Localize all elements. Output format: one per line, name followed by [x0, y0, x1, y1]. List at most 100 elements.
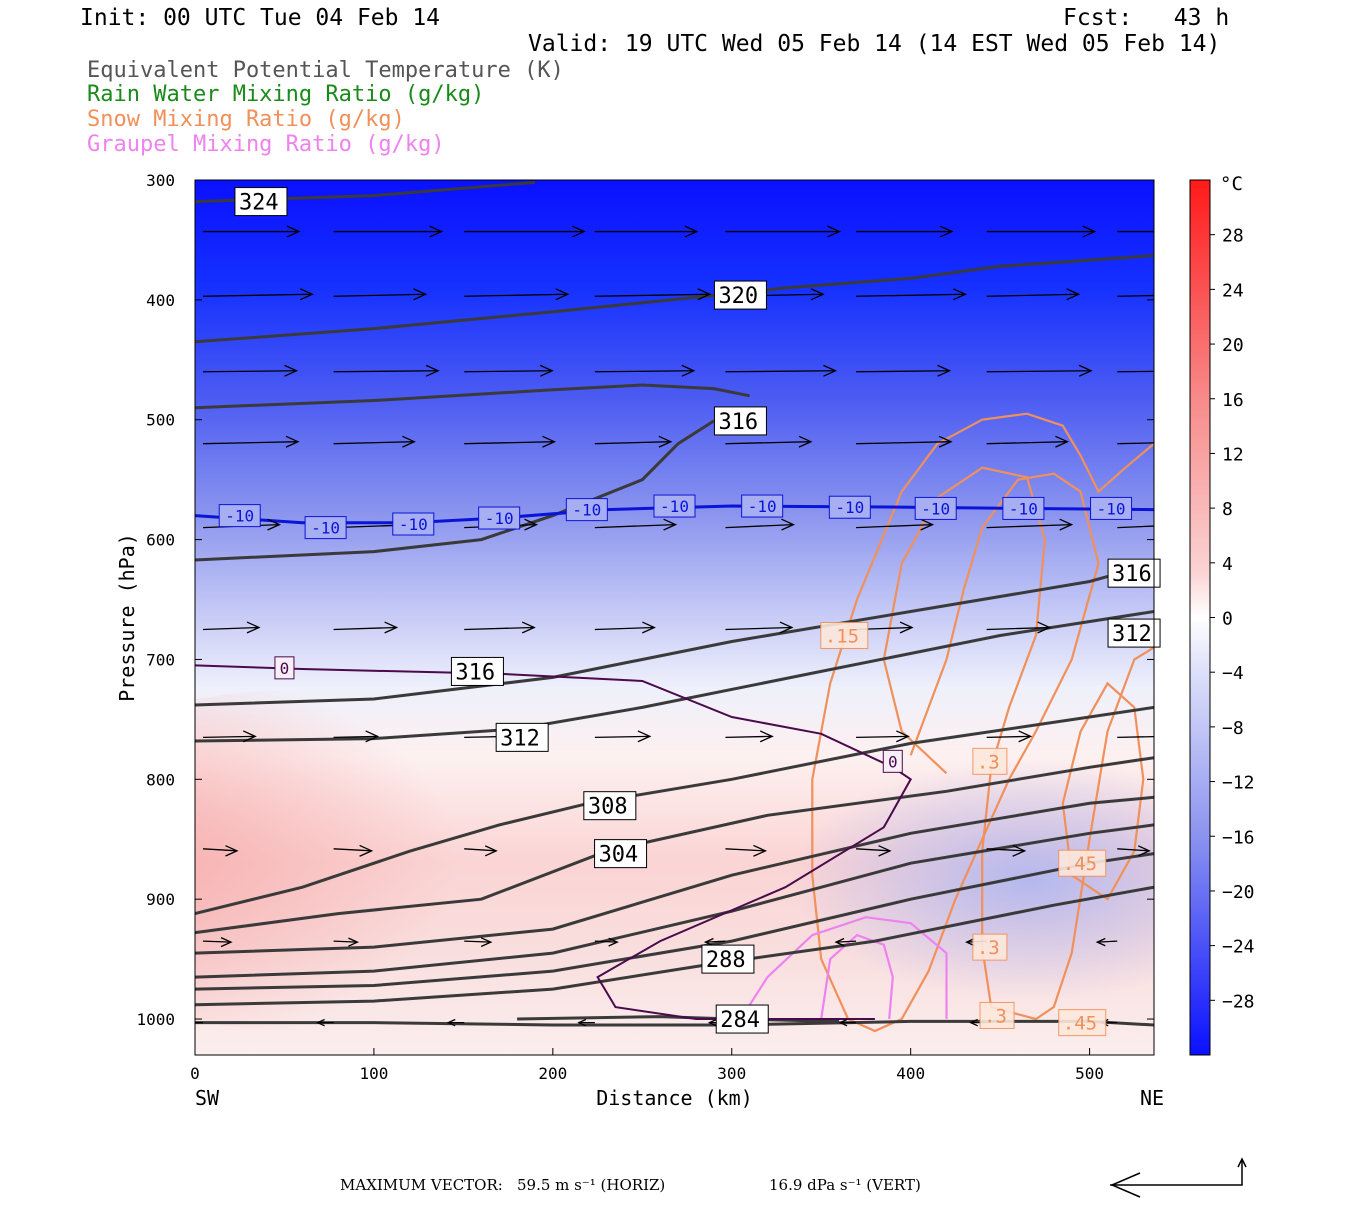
svg-text:316: 316: [1112, 562, 1152, 587]
graupel-contour-1: [820, 933, 894, 1020]
init-time: Init: 00 UTC Tue 04 Feb 14: [80, 5, 441, 31]
colorbar: [1189, 179, 1211, 1056]
snow-contour-label: .45: [1058, 1009, 1107, 1037]
wind-vector: [986, 225, 1097, 238]
isotherm-label: -10: [653, 494, 696, 518]
x-axis-label: Distance (km): [596, 1086, 753, 1110]
legend-theta-e: Equivalent Potential Temperature (K): [87, 58, 564, 83]
wind-vector: [594, 435, 673, 448]
isotherm-label: -10: [1090, 496, 1133, 520]
wind-vector: [203, 225, 301, 238]
wind-vector: [1095, 937, 1118, 947]
theta-e-label: 316: [1107, 558, 1161, 588]
wind-vector: [202, 730, 257, 743]
x-tick-label: 300: [717, 1064, 746, 1083]
wind-vector: [333, 621, 399, 634]
wind-vector: [333, 225, 444, 238]
svg-text:304: 304: [599, 843, 639, 868]
wind-vector: [725, 730, 774, 743]
colorbar-tick-label: 0: [1222, 609, 1233, 630]
svg-text:324: 324: [239, 191, 279, 216]
svg-text:-10: -10: [748, 497, 777, 516]
x-end-left-label: SW: [195, 1086, 220, 1110]
svg-text:316: 316: [455, 660, 495, 685]
temperature-shading: [195, 180, 1154, 1055]
wind-vector: [986, 844, 1027, 857]
legend-rain: Rain Water Mixing Ratio (g/kg): [87, 82, 485, 107]
svg-text:.15: .15: [825, 625, 859, 647]
x-end-right-label: NE: [1140, 1086, 1164, 1110]
wind-vector: [464, 225, 586, 238]
wind-vector: [725, 225, 842, 238]
svg-text:.3: .3: [977, 937, 1000, 959]
wind-vector: [464, 364, 554, 377]
wind-vector: [986, 621, 1052, 634]
svg-text:.45: .45: [1063, 853, 1097, 875]
svg-text:316: 316: [718, 410, 758, 435]
svg-text:.3: .3: [984, 1005, 1007, 1027]
legend-graupel: Graupel Mixing Ratio (g/kg): [87, 132, 445, 157]
colorbar-tick-label: −4: [1222, 663, 1244, 684]
svg-text:.45: .45: [1063, 1013, 1097, 1035]
wind-vector: [594, 518, 678, 531]
wind-vector: [986, 288, 1081, 301]
theta-e-label: 324: [234, 187, 288, 217]
max-vector-horiz: 59.5 m s⁻¹ (HORIZ): [517, 1176, 666, 1194]
theta-e-contour-284: [517, 1015, 840, 1023]
wind-vector: [725, 518, 796, 531]
svg-text:284: 284: [720, 1008, 760, 1033]
wind-vector: [703, 937, 726, 947]
colorbar-tick-label: −24: [1222, 937, 1255, 958]
wind-vector: [464, 288, 570, 301]
svg-text:-10: -10: [399, 515, 428, 534]
wind-vector: [986, 518, 1074, 531]
svg-text:.3: .3: [977, 751, 1000, 773]
wind-vector: [1117, 845, 1151, 857]
colorbar-tick-label: −16: [1222, 827, 1255, 848]
svg-text:320: 320: [718, 284, 758, 309]
y-tick-label: 500: [146, 411, 175, 430]
snow-contour-label: .15: [820, 621, 869, 649]
wind-vector: [202, 845, 239, 857]
max-vector-arrow-icon: [1110, 1157, 1247, 1198]
theta-e-label: 312: [495, 722, 549, 752]
wind-vector: [333, 937, 359, 947]
x-tick-label: 500: [1075, 1064, 1104, 1083]
wind-vector: [333, 288, 428, 301]
wind-vector: [856, 225, 954, 238]
theta-e-contour-304: [195, 756, 1154, 935]
svg-text:308: 308: [588, 795, 628, 820]
svg-text:312: 312: [1112, 622, 1152, 647]
theta-e-label: 312: [1107, 618, 1161, 648]
isotherm-label: -10: [565, 498, 608, 522]
y-axis-label: Pressure (hPa): [115, 533, 139, 702]
isotherm-label: -10: [1002, 496, 1045, 520]
theta-e-label: 308: [583, 791, 637, 821]
svg-text:-10: -10: [485, 509, 514, 528]
isotherm-label: 0: [882, 749, 903, 773]
svg-text:0: 0: [280, 659, 290, 678]
wind-vector: [1117, 370, 1154, 373]
wind-vector: [333, 844, 374, 857]
wind-vector: [594, 288, 712, 301]
colorbar-tick-label: 28: [1222, 226, 1244, 247]
forecast-hour: Fcst: 43 h: [1063, 5, 1230, 31]
graupel-contour-0: [739, 916, 948, 1020]
colorbar-tick-label: −8: [1222, 718, 1244, 739]
wind-vector: [594, 225, 699, 238]
svg-text:-10: -10: [1009, 499, 1038, 518]
wind-vector: [856, 435, 953, 448]
theta-e-label: 304: [594, 839, 648, 869]
wind-vector: [986, 730, 1033, 743]
snow-contour-label: .3: [972, 747, 1008, 775]
wind-vector: [856, 288, 967, 301]
colorbar-tick-label: −12: [1222, 773, 1255, 794]
wind-vector: [856, 730, 910, 743]
wind-vector: [202, 435, 300, 448]
snow-contour-0: [811, 412, 1154, 1033]
wind-vector: [333, 364, 440, 377]
theta-e-label: 316: [713, 406, 767, 436]
wind-vector: [1117, 442, 1154, 445]
wind-vector: [986, 435, 1069, 448]
wind-vector: [202, 621, 261, 634]
